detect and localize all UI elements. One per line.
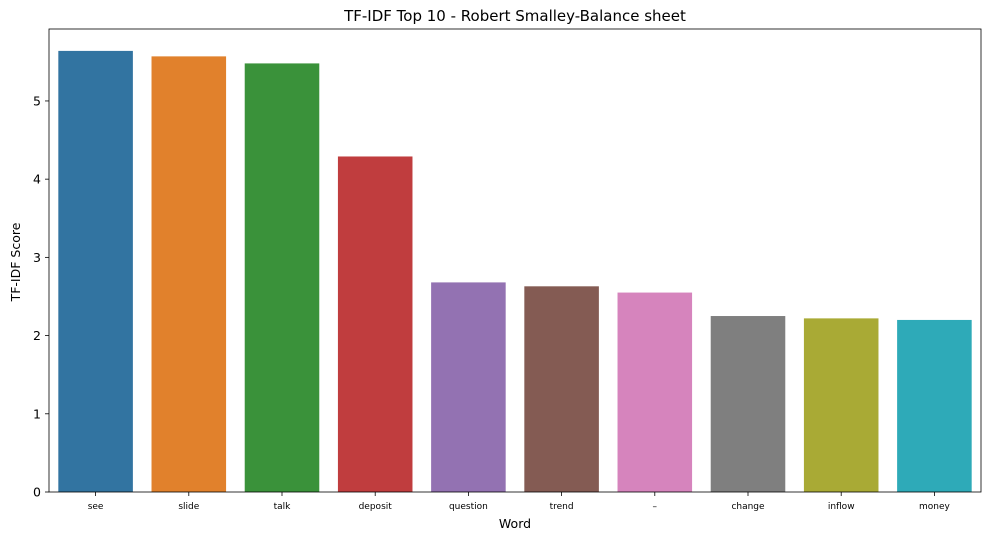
y-tick-label: 2 — [33, 328, 41, 343]
y-tick-label: 5 — [33, 93, 41, 108]
bar-7 — [710, 316, 786, 492]
x-axis: see slide talk deposit question trend – change i… — [88, 492, 951, 512]
bar-1 — [151, 56, 227, 492]
y-tick-label: 0 — [33, 485, 41, 500]
x-tick-label: – — [653, 502, 658, 512]
bar-8 — [803, 318, 879, 492]
y-tick-label: 1 — [33, 406, 41, 421]
x-tick-label: slide — [178, 502, 199, 512]
chart-title: TF-IDF Top 10 - Robert Smalley-Balance s… — [343, 7, 686, 25]
y-axis: 0 1 2 3 4 5 — [33, 93, 49, 500]
x-tick-label: inflow — [828, 502, 855, 512]
y-tick-label: 4 — [33, 172, 41, 187]
bar-0 — [58, 50, 133, 492]
x-tick-label: deposit — [359, 502, 393, 512]
bar-3 — [337, 156, 413, 492]
x-tick-label: see — [88, 502, 104, 512]
y-axis-label: TF-IDF Score — [8, 222, 23, 302]
x-tick-label: talk — [274, 502, 292, 512]
bar-5 — [524, 286, 599, 492]
x-tick-label: money — [919, 502, 951, 512]
plot-frame — [48, 28, 982, 493]
x-axis-label: Word — [499, 516, 531, 531]
x-tick-label: trend — [550, 502, 574, 512]
bar-9 — [897, 319, 972, 492]
x-tick-label: question — [449, 502, 488, 512]
x-tick-label: change — [731, 502, 765, 512]
bar-6 — [617, 292, 693, 492]
bars-layer — [58, 50, 972, 492]
y-tick-label: 3 — [33, 250, 41, 265]
bar-2 — [244, 63, 320, 492]
bar-4 — [431, 282, 506, 492]
